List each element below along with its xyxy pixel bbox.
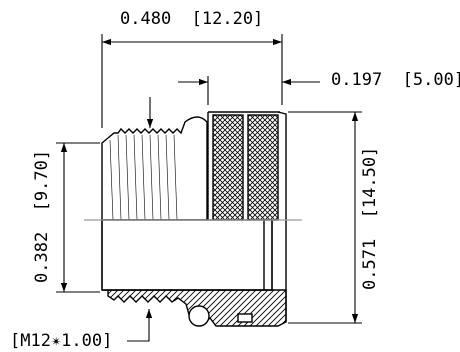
thread-diameter-label: 0.382 [9.70] xyxy=(32,150,52,283)
knurl-band-left xyxy=(212,114,244,221)
knurl-width-label: 0.197 [5.00] xyxy=(331,70,460,90)
thread-profile xyxy=(101,116,208,221)
dimension-lines xyxy=(56,34,362,342)
part-body xyxy=(101,111,287,327)
outer-diameter-label: 0.571 [14.50] xyxy=(360,147,380,290)
knurl-band-right xyxy=(247,114,279,221)
oring xyxy=(188,305,210,327)
thread-spec-label: [M12✴1.00] xyxy=(10,331,112,351)
overall-length-label: 0.480 [12.20] xyxy=(120,9,263,29)
bore xyxy=(101,219,273,291)
